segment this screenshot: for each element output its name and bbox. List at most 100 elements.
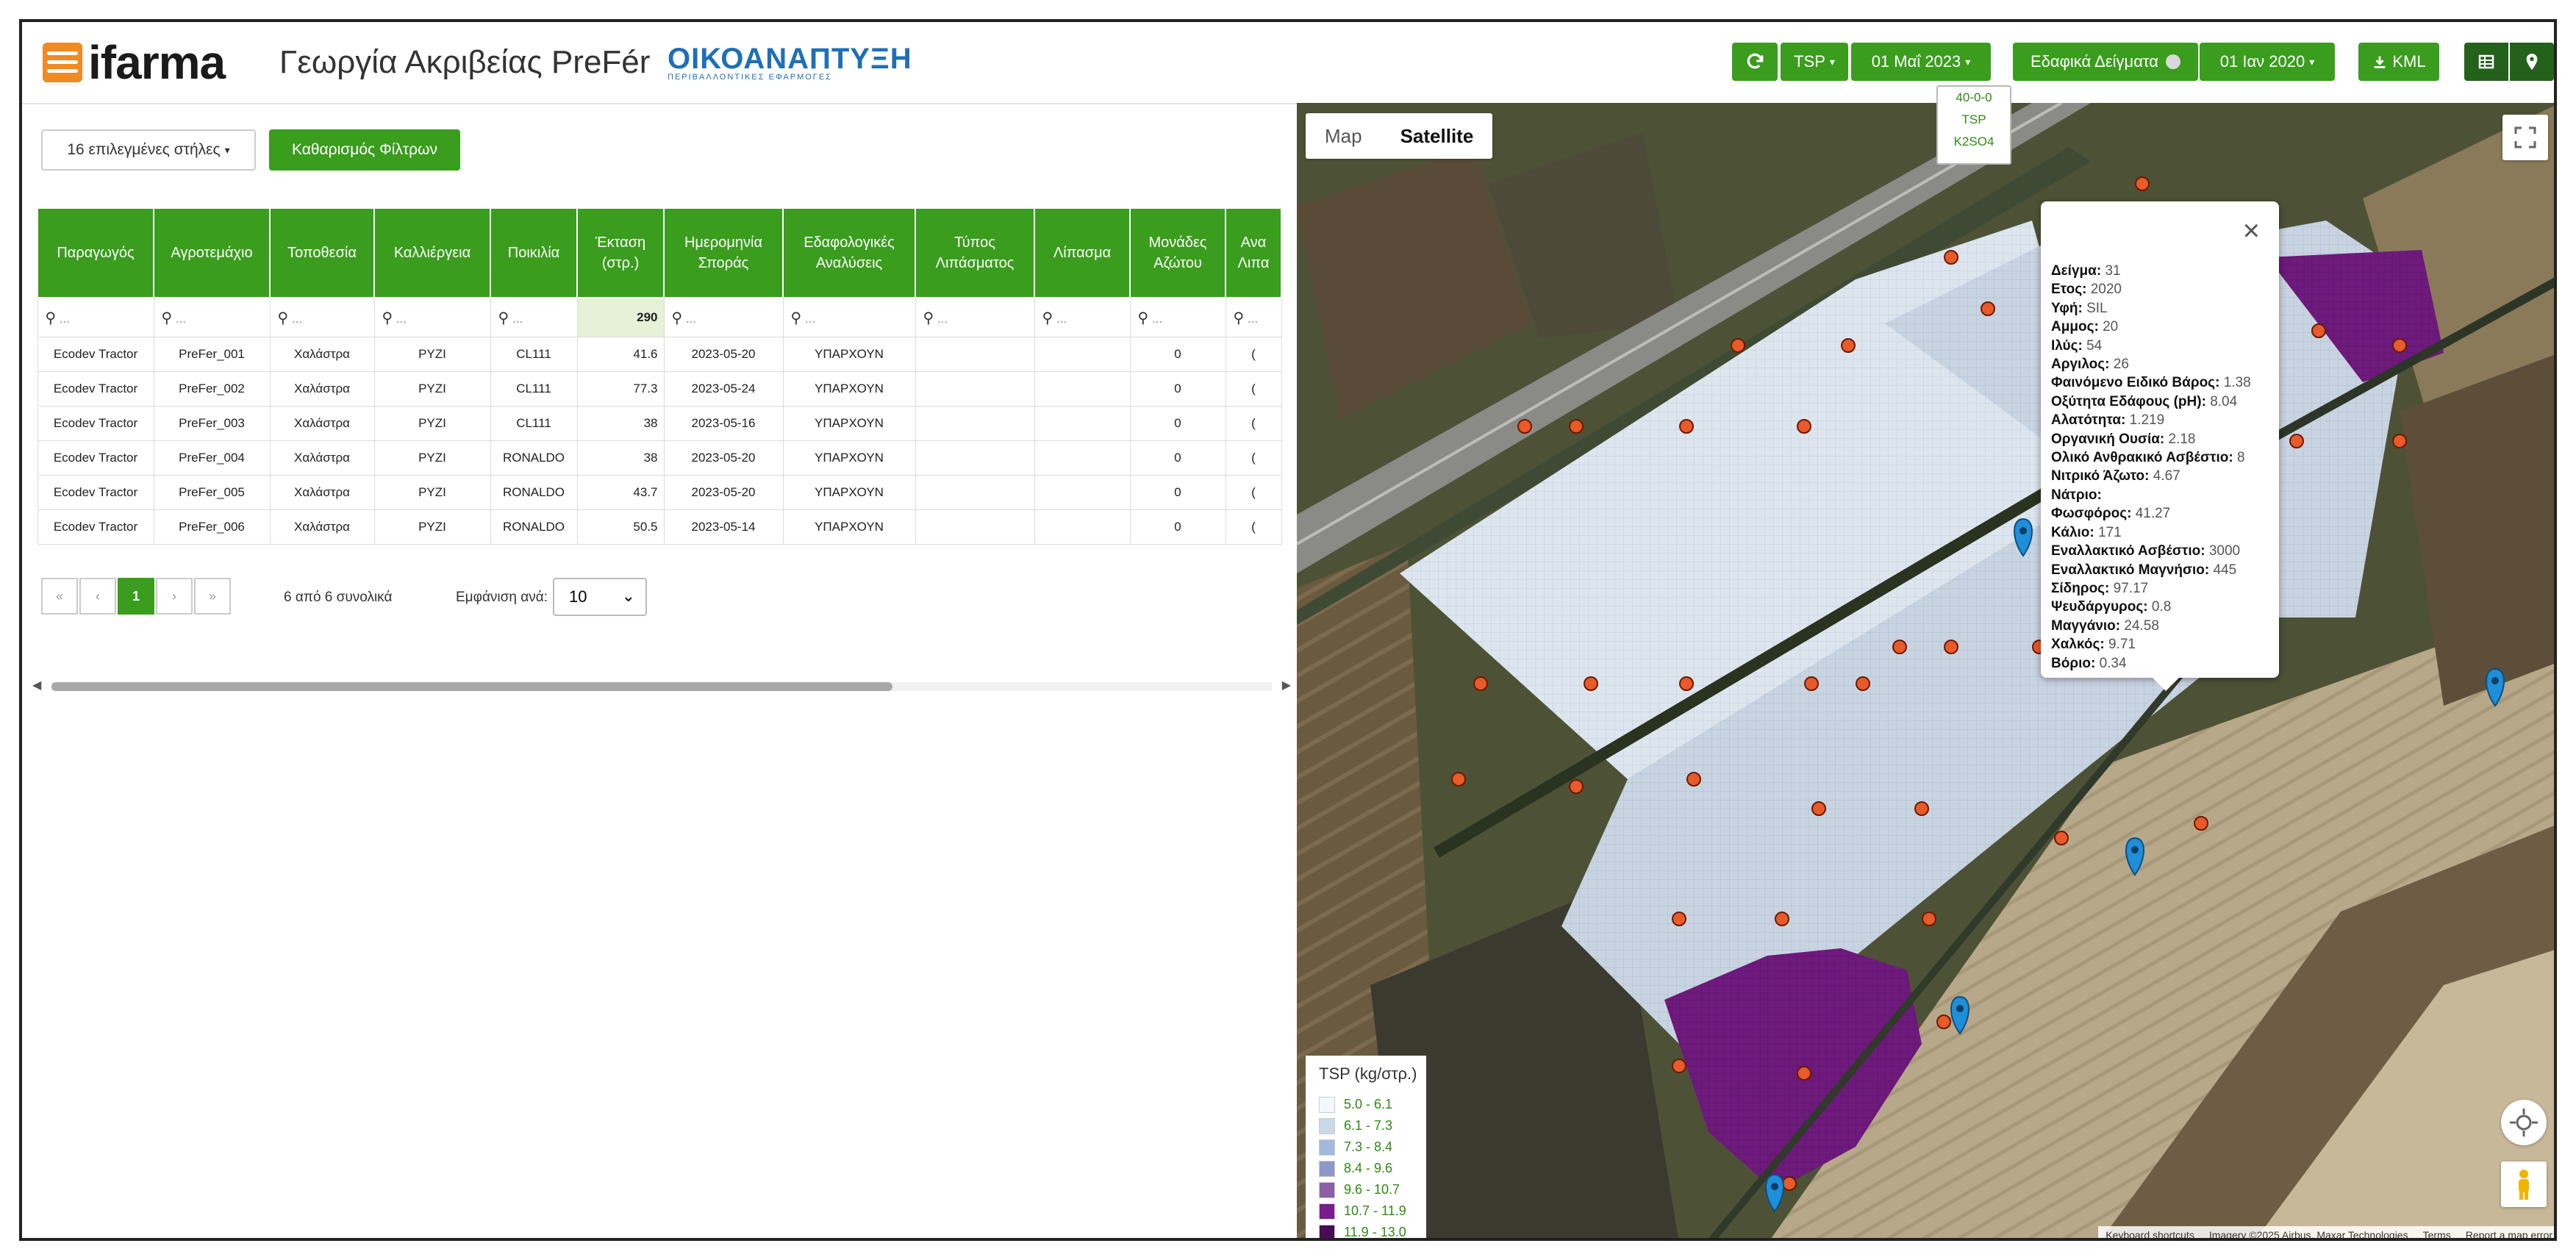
first-page-button[interactable]: «	[41, 578, 78, 615]
clear-filters-button[interactable]: Καθαρισμός Φίλτρων	[269, 129, 460, 171]
sample-point[interactable]	[1841, 338, 1856, 353]
map-recenter-button[interactable]	[2501, 1100, 2547, 1145]
map-view-button[interactable]	[2510, 43, 2554, 81]
close-icon[interactable]: ×	[2242, 215, 2260, 247]
column-filter-input[interactable]: ⚲ ...	[269, 297, 375, 337]
sample-point[interactable]	[1584, 676, 1598, 691]
column-header[interactable]: Ποικιλία	[490, 207, 578, 298]
sample-point[interactable]	[1672, 1059, 1686, 1073]
sample-point[interactable]	[1914, 801, 1929, 816]
map-marker-icon[interactable]	[2125, 837, 2144, 876]
column-filter-input[interactable]: ⚲ ...	[782, 297, 916, 337]
sample-point[interactable]	[2392, 434, 2407, 448]
report-error-link[interactable]: Report a map error	[2465, 1229, 2552, 1241]
page-1-button[interactable]: 1	[118, 578, 154, 615]
ifarma-logo[interactable]: ifarma	[43, 36, 226, 89]
table-row[interactable]: Ecodev Tractor PreFer_001 Χαλάστρα ΡΥΖΙ CL11…	[37, 337, 1282, 372]
column-header[interactable]: Ανα Λιπα	[1225, 207, 1282, 298]
sample-point[interactable]	[1811, 801, 1826, 816]
table-view-button[interactable]	[2464, 43, 2508, 81]
column-header[interactable]: Παραγωγός	[37, 207, 154, 298]
column-filter-input[interactable]: ⚲ ...	[37, 297, 154, 337]
column-filter-input[interactable]: ⚲ ...	[1034, 297, 1131, 337]
sample-point[interactable]	[1797, 1066, 1811, 1081]
sample-date-select[interactable]: 01 Ιαν 2020 ▾	[2200, 43, 2335, 81]
sample-point[interactable]	[2054, 831, 2069, 845]
layer-option[interactable]: TSP	[1961, 112, 1986, 126]
street-view-button[interactable]	[2501, 1161, 2547, 1207]
layer-option[interactable]: K2SO4	[1953, 135, 1994, 148]
fullscreen-button[interactable]	[2502, 115, 2548, 160]
sample-point[interactable]	[2392, 338, 2407, 353]
sample-point[interactable]	[1981, 301, 1995, 316]
sample-point[interactable]	[1679, 419, 1694, 434]
map-marker-icon[interactable]	[2486, 667, 2505, 707]
map-view[interactable]: Map Satellite × Δείγμα: 31 Ετος: 2020 Υφή:…	[1297, 103, 2557, 1241]
layer-select[interactable]: TSP ▾	[1781, 43, 1848, 81]
columns-select-button[interactable]: 16 επιλεγμένες στήλες ▾	[41, 129, 256, 171]
sample-point[interactable]	[1517, 419, 1532, 434]
last-page-button[interactable]: »	[194, 578, 231, 615]
sample-point[interactable]	[1569, 419, 1584, 434]
sample-point[interactable]	[1473, 676, 1488, 691]
prev-page-button[interactable]: ‹	[79, 578, 116, 615]
sample-point[interactable]	[1797, 419, 1811, 434]
column-filter-input[interactable]: ⚲ ...	[915, 297, 1035, 337]
sample-point[interactable]	[1451, 772, 1466, 787]
column-filter-input[interactable]: ⚲ ...	[1225, 297, 1282, 337]
refresh-button[interactable]	[1732, 43, 1778, 81]
column-header[interactable]: Έκταση (στρ.)	[576, 207, 665, 298]
column-header[interactable]: Τύπος Λιπάσματος	[915, 207, 1035, 298]
table-row[interactable]: Ecodev Tractor PreFer_002 Χαλάστρα ΡΥΖΙ CL11…	[37, 371, 1282, 407]
column-filter-input[interactable]: ⚲ ...	[153, 297, 271, 337]
column-filter-input[interactable]: ⚲ ...	[1129, 297, 1226, 337]
sample-point[interactable]	[1679, 676, 1694, 691]
column-header[interactable]: Ημερομηνία Σποράς	[663, 207, 784, 298]
next-page-button[interactable]: ›	[156, 578, 193, 615]
column-filter-input[interactable]: ⚲ ...	[663, 297, 784, 337]
sample-point[interactable]	[1944, 640, 1958, 654]
map-marker-icon[interactable]	[1765, 1173, 1784, 1213]
sample-point[interactable]	[2289, 434, 2304, 448]
table-row[interactable]: Ecodev Tractor PreFer_006 Χαλάστρα ΡΥΖΙ RONA…	[37, 509, 1282, 545]
kml-button[interactable]: KML	[2358, 43, 2439, 81]
soil-samples-toggle[interactable]: Εδαφικά Δείγματα	[2013, 43, 2198, 81]
sample-point[interactable]	[1892, 640, 1907, 654]
sample-point[interactable]	[1944, 250, 1958, 265]
column-filter-input[interactable]: ⚲ ...	[373, 297, 491, 337]
column-header[interactable]: Αγροτεμάχιο	[153, 207, 271, 298]
column-header[interactable]: Μονάδες Αζώτου	[1129, 207, 1226, 298]
sample-point[interactable]	[1804, 676, 1819, 691]
column-header[interactable]: Εδαφολογικές Αναλύσεις	[782, 207, 916, 298]
column-header[interactable]: Καλλιέργεια	[373, 207, 491, 298]
map-type-satellite[interactable]: Satellite	[1400, 125, 1474, 147]
sample-point[interactable]	[1731, 338, 1745, 353]
keyboard-shortcuts-link[interactable]: Keyboard shortcuts	[2105, 1229, 2194, 1241]
scroll-thumb[interactable]	[51, 682, 892, 691]
sample-point[interactable]	[1569, 779, 1584, 794]
map-type-map[interactable]: Map	[1325, 125, 1362, 147]
sample-point[interactable]	[2311, 323, 2326, 338]
sample-point[interactable]	[2135, 176, 2150, 191]
layer-date-select[interactable]: 01 Μαΐ 2023 ▾	[1851, 43, 1991, 81]
table-row[interactable]: Ecodev Tractor PreFer_004 Χαλάστρα ΡΥΖΙ RONA…	[37, 440, 1282, 476]
sample-point[interactable]	[1922, 912, 1936, 926]
table-row[interactable]: Ecodev Tractor PreFer_003 Χαλάστρα ΡΥΖΙ CL11…	[37, 406, 1282, 441]
scroll-left-icon[interactable]: ◀	[32, 679, 42, 692]
column-filter-input[interactable]: ⚲ ...	[490, 297, 578, 337]
sample-point[interactable]	[1775, 912, 1789, 926]
column-header[interactable]: Τοποθεσία	[269, 207, 375, 298]
terms-link[interactable]: Terms	[2422, 1229, 2451, 1241]
scroll-right-icon[interactable]: ▶	[1281, 679, 1291, 692]
horizontal-scrollbar[interactable]: ◀ ▶	[32, 678, 1291, 692]
map-marker-icon[interactable]	[2014, 518, 2033, 557]
sample-point[interactable]	[2194, 816, 2208, 831]
sample-point[interactable]	[1936, 1014, 1951, 1029]
layer-option[interactable]: 40-0-0	[1956, 90, 1992, 104]
map-marker-icon[interactable]	[1950, 995, 1969, 1035]
satellite-imagery[interactable]	[1297, 103, 2557, 1241]
per-page-select[interactable]: 10 ⌄	[553, 578, 647, 616]
sample-point[interactable]	[1782, 1176, 1797, 1191]
sample-point[interactable]	[1856, 676, 1870, 691]
table-row[interactable]: Ecodev Tractor PreFer_005 Χαλάστρα ΡΥΖΙ RONA…	[37, 475, 1282, 510]
